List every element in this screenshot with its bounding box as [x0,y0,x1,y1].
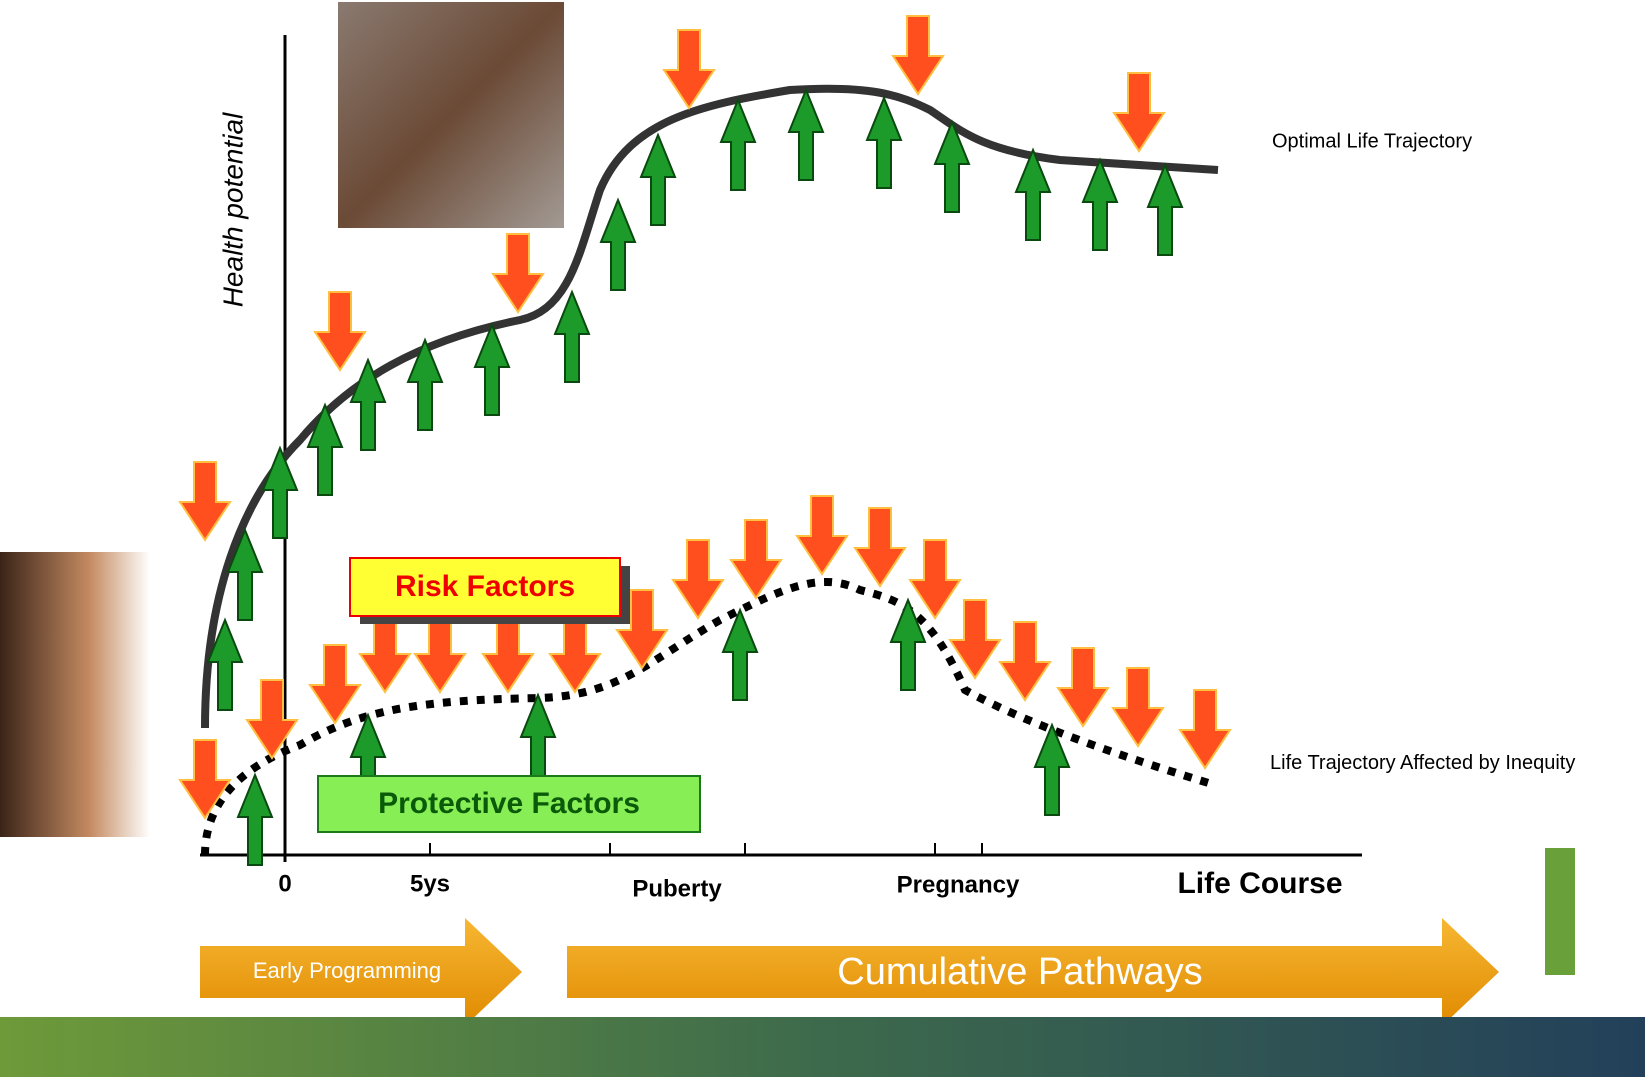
footer-band [0,1017,1645,1077]
protective-arrow [263,448,297,538]
risk-arrow [664,30,714,108]
risk-arrow [797,496,847,574]
protective-arrow [721,100,755,190]
protective-arrow [641,135,675,225]
protective-arrow [1083,160,1117,250]
protective-arrow [891,600,925,690]
risk-arrow [855,508,905,586]
risk-arrow [315,292,365,370]
phase-label: Cumulative Pathways [837,951,1202,993]
risk-arrow [893,16,943,94]
phase-label: Early Programming [253,958,441,983]
protective-arrow [601,200,635,290]
y-axis-label: Health potential [217,112,248,307]
protective-arrow [238,775,272,865]
stage-label: 5ys [410,870,450,897]
protective-arrow [723,610,757,700]
risk-arrow [247,680,297,758]
risk-arrow [550,614,600,692]
risk-arrow [673,540,723,618]
protective-arrow [475,325,509,415]
risk-arrow [910,540,960,618]
risk-arrow [1113,668,1163,746]
risk-label: Risk Factors [395,570,575,603]
pregnancy-photo [0,552,150,837]
risk-arrow [493,234,543,312]
curve-label: Optimal Life Trajectory [1272,130,1472,152]
stage-label: Pregnancy [897,871,1020,898]
protective-arrow [555,292,589,382]
risk-arrow [1180,690,1230,768]
baby-photo [338,2,564,228]
protective-arrow [1016,150,1050,240]
risk-arrow [1000,622,1050,700]
stage-label: 0 [278,870,291,897]
protective-arrow [1148,165,1182,255]
risk-arrow [950,600,1000,678]
risk-arrow [180,462,230,540]
protective-arrow [308,405,342,495]
curve-label-box: Life Trajectory Affected by Inequity [1270,748,1600,818]
protective-arrow [789,90,823,180]
risk-arrow [310,645,360,723]
side-bar [1545,848,1575,975]
risk-arrow [731,520,781,598]
risk-arrow [483,614,533,692]
x-axis-label: Life Course [1177,867,1342,900]
risk-arrow [360,614,410,692]
protective-arrow [867,98,901,188]
protective-label: Protective Factors [378,787,640,820]
risk-arrow [415,614,465,692]
curve-label: Life Trajectory Affected by Inequity [1270,748,1600,778]
risk-arrow [1114,73,1164,151]
diagram: Health potential 0 5ys Puberty Pregnancy… [0,0,1645,1077]
risk-arrow [180,740,230,818]
risk-arrow [1058,648,1108,726]
protective-arrow [1035,725,1069,815]
protective-arrow [521,695,555,785]
stage-label: Puberty [632,875,722,902]
